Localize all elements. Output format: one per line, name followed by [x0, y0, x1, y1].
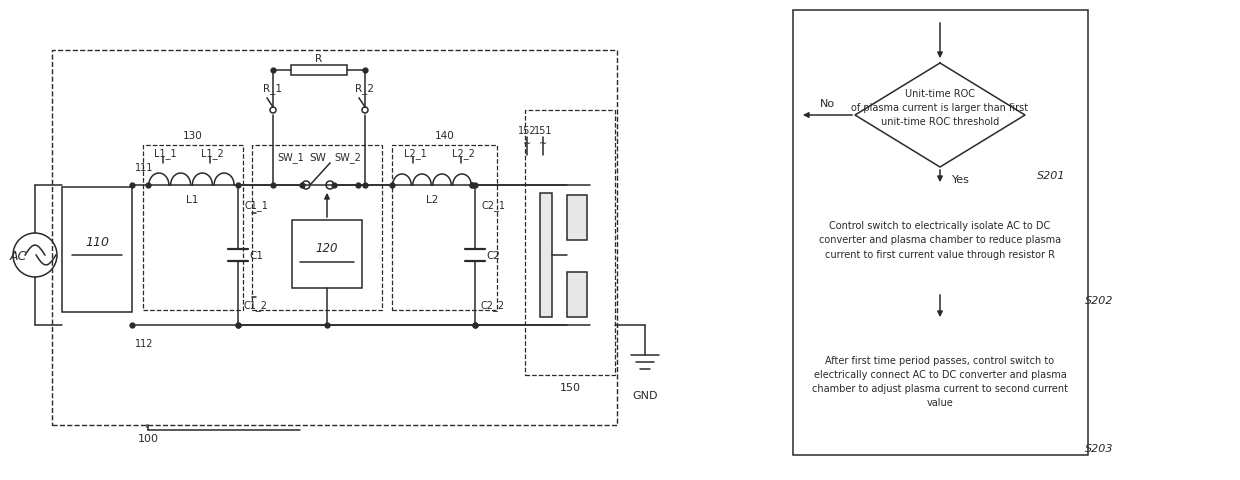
Text: R_2: R_2	[356, 84, 374, 94]
Text: 130: 130	[184, 131, 203, 141]
Text: 112: 112	[135, 338, 154, 348]
Text: L2: L2	[425, 194, 438, 204]
Text: No: No	[820, 99, 835, 109]
Text: L2_2: L2_2	[451, 148, 475, 159]
Text: 152: 152	[517, 126, 537, 136]
Text: L2_1: L2_1	[404, 148, 427, 159]
Bar	[291, 66, 347, 76]
Text: L1_2: L1_2	[201, 148, 223, 159]
Bar	[807, 188, 1073, 292]
Bar	[52, 51, 618, 425]
Text: C2: C2	[486, 251, 500, 261]
Text: L1_1: L1_1	[154, 148, 176, 159]
Text: L1: L1	[186, 194, 198, 204]
Bar	[539, 193, 552, 317]
Text: S203: S203	[1085, 443, 1114, 453]
Bar	[567, 195, 587, 240]
Text: 110: 110	[86, 236, 109, 249]
Bar	[143, 146, 243, 311]
Text: R: R	[315, 54, 322, 64]
Bar	[291, 220, 362, 288]
Text: SW_2: SW_2	[334, 152, 361, 163]
Text: SW_1: SW_1	[277, 152, 304, 163]
Text: Control switch to electrically isolate AC to DC
converter and plasma chamber to : Control switch to electrically isolate A…	[818, 221, 1061, 259]
Text: GND: GND	[632, 390, 657, 400]
Bar	[252, 146, 382, 311]
Text: 111: 111	[135, 163, 154, 173]
Bar	[525, 111, 615, 375]
Text: 151: 151	[533, 126, 552, 136]
Text: C2_2: C2_2	[481, 300, 505, 311]
Text: S202: S202	[1085, 295, 1114, 305]
Text: Unit-time ROC
of plasma current is larger than first
unit-time ROC threshold: Unit-time ROC of plasma current is large…	[852, 89, 1028, 127]
Text: 150: 150	[559, 382, 580, 392]
Bar	[392, 146, 497, 311]
Bar	[62, 188, 131, 312]
Text: SW: SW	[310, 153, 326, 163]
Bar	[792, 11, 1087, 455]
Text: 140: 140	[435, 131, 454, 141]
Text: AC: AC	[10, 249, 27, 262]
Text: R_1: R_1	[263, 84, 283, 94]
Text: ~: ~	[539, 139, 547, 149]
Text: C1: C1	[249, 251, 263, 261]
Text: 100: 100	[138, 433, 159, 443]
Text: Yes: Yes	[952, 175, 970, 185]
Text: C2_1: C2_1	[481, 200, 505, 211]
Text: After first time period passes, control switch to
electrically connect AC to DC : After first time period passes, control …	[812, 355, 1068, 407]
Text: S201: S201	[1037, 171, 1065, 180]
Text: 120: 120	[316, 242, 339, 255]
Bar	[807, 323, 1073, 440]
Text: C1_1: C1_1	[244, 200, 268, 211]
Text: C1_2: C1_2	[244, 300, 268, 311]
Bar	[567, 273, 587, 317]
Text: ~: ~	[523, 139, 531, 149]
